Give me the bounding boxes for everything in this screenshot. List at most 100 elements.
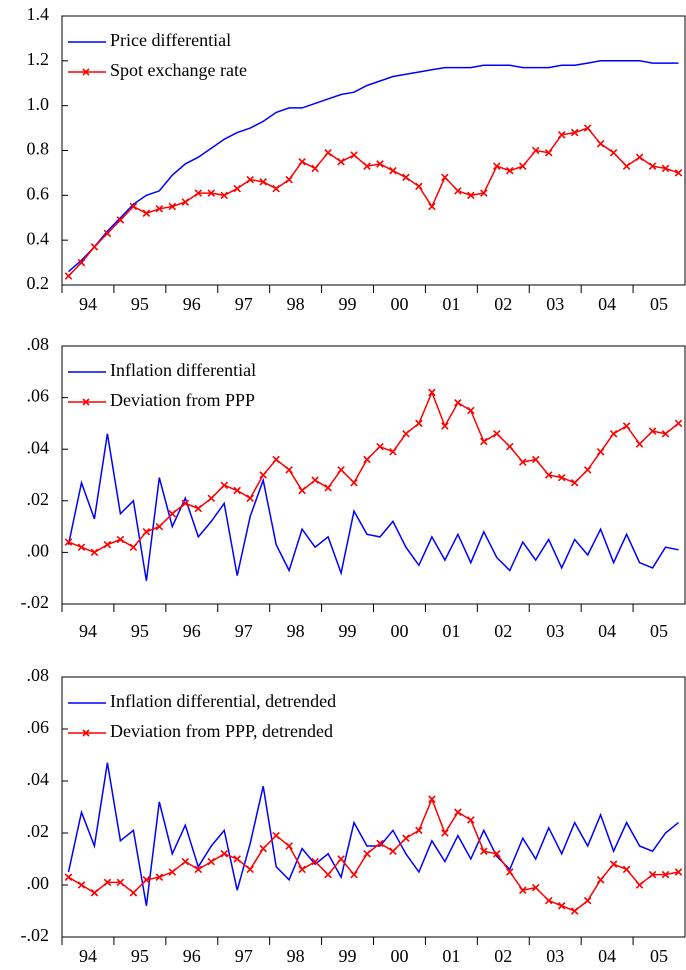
series-line <box>67 762 679 906</box>
marker <box>272 831 280 840</box>
marker <box>415 826 423 835</box>
x-tick-label: 01 <box>442 946 460 966</box>
y-tick-label: .02 <box>27 821 50 841</box>
marker <box>90 243 99 251</box>
legend-label: Inflation differential, detrended <box>110 691 336 711</box>
marker <box>493 429 501 438</box>
legend-label: Inflation differential <box>110 360 256 380</box>
x-tick-label: 04 <box>598 294 616 314</box>
marker <box>246 175 254 184</box>
x-tick-label: 05 <box>650 946 668 966</box>
x-tick-label: 02 <box>494 946 512 966</box>
marker <box>596 876 605 884</box>
marker <box>90 889 99 897</box>
legend-marker <box>82 398 90 406</box>
y-tick-label: .00 <box>27 541 50 561</box>
x-tick-label: 96 <box>183 946 201 966</box>
series-line <box>68 60 679 273</box>
marker <box>311 164 319 173</box>
marker <box>635 440 644 448</box>
marker <box>467 191 475 200</box>
y-tick-label: .04 <box>27 769 50 789</box>
marker <box>531 883 540 892</box>
series-line <box>68 390 679 554</box>
marker <box>622 422 631 430</box>
marker <box>142 209 151 218</box>
marker <box>259 471 267 479</box>
marker <box>103 229 112 238</box>
marker <box>635 153 644 161</box>
marker <box>103 878 112 887</box>
marker <box>337 466 345 474</box>
x-tick-label: 01 <box>442 294 460 314</box>
marker <box>207 189 216 197</box>
marker <box>246 494 254 502</box>
marker <box>129 543 138 552</box>
x-tick-label: 00 <box>390 946 408 966</box>
legend-label: Price differential <box>110 30 231 50</box>
marker <box>220 191 229 200</box>
marker <box>506 166 514 175</box>
legend-label: Spot exchange rate <box>110 60 247 80</box>
marker <box>389 166 397 175</box>
x-tick-label: 00 <box>390 294 408 314</box>
marker <box>454 808 462 816</box>
marker <box>557 902 566 910</box>
marker <box>583 124 592 132</box>
marker <box>285 842 293 850</box>
marker <box>181 198 190 206</box>
marker <box>389 847 397 855</box>
y-tick-label: 0.4 <box>27 228 50 248</box>
marker <box>116 878 125 887</box>
marker <box>298 157 306 166</box>
marker <box>570 907 579 915</box>
plot-frame <box>61 676 686 938</box>
marker <box>64 272 73 280</box>
marker <box>363 162 371 170</box>
x-tick-label: 95 <box>131 621 149 641</box>
marker <box>181 857 190 866</box>
x-tick-label: 04 <box>598 946 616 966</box>
marker <box>480 437 488 446</box>
marker <box>194 504 203 513</box>
marker <box>337 157 345 166</box>
marker <box>181 499 190 508</box>
marker <box>531 455 540 464</box>
marker <box>570 128 579 137</box>
series-line <box>67 433 679 581</box>
marker <box>531 146 540 155</box>
marker <box>64 873 73 881</box>
marker <box>609 860 618 868</box>
marker <box>648 427 657 435</box>
marker <box>661 164 670 173</box>
marker <box>518 886 527 894</box>
x-tick-label: 95 <box>131 294 149 314</box>
x-tick-label: 04 <box>598 621 616 641</box>
marker <box>428 388 436 397</box>
marker <box>77 258 86 267</box>
marker <box>350 151 358 159</box>
y-tick-label: .08 <box>27 665 50 685</box>
x-tick-label: 94 <box>79 946 97 966</box>
marker <box>583 466 592 474</box>
marker <box>129 889 138 897</box>
marker <box>77 881 86 889</box>
x-tick-label: 94 <box>79 294 97 314</box>
marker <box>77 543 86 552</box>
x-tick-label: 96 <box>183 621 201 641</box>
marker <box>428 202 436 211</box>
marker <box>376 160 384 168</box>
marker <box>441 173 449 182</box>
x-tick-label: 99 <box>339 946 357 966</box>
marker <box>557 131 566 139</box>
x-tick-label: 01 <box>442 621 460 641</box>
marker <box>350 870 358 879</box>
marker <box>194 189 203 197</box>
marker <box>674 868 683 876</box>
marker <box>493 850 501 858</box>
marker <box>376 442 384 451</box>
marker <box>194 865 203 874</box>
x-tick-label: 03 <box>546 946 564 966</box>
marker <box>103 540 112 549</box>
marker <box>467 406 475 415</box>
